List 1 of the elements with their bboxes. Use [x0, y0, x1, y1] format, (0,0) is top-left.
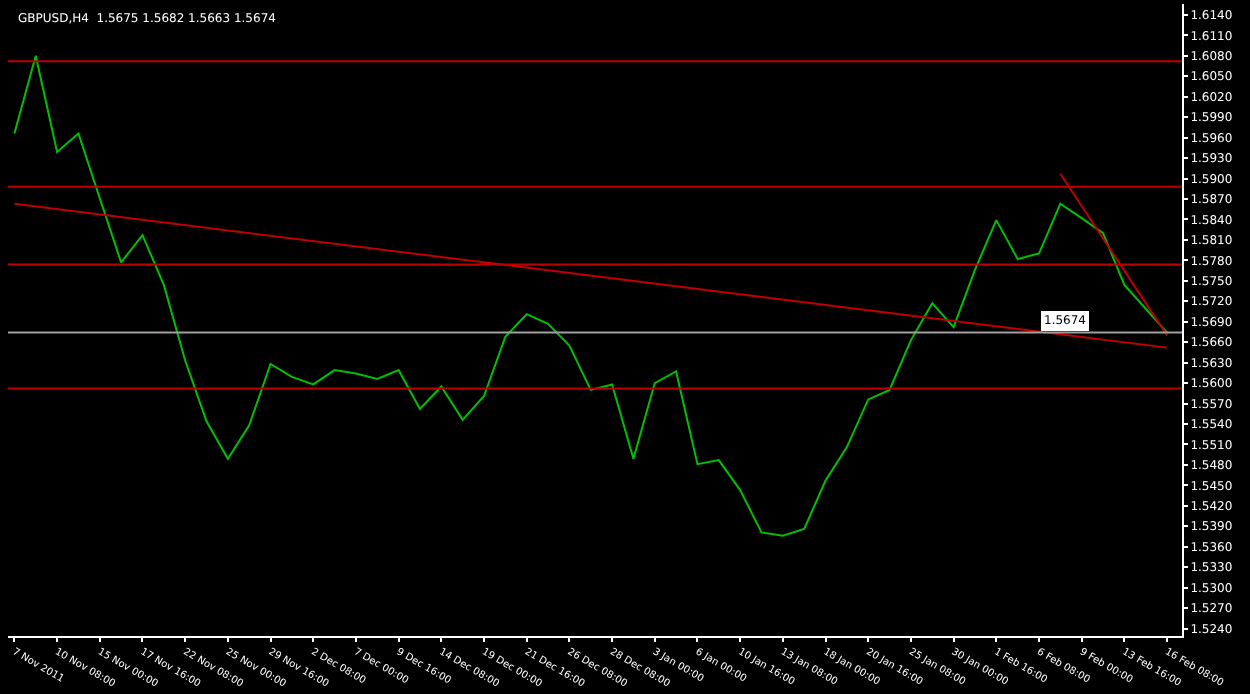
line-series: [13, 54, 1169, 537]
